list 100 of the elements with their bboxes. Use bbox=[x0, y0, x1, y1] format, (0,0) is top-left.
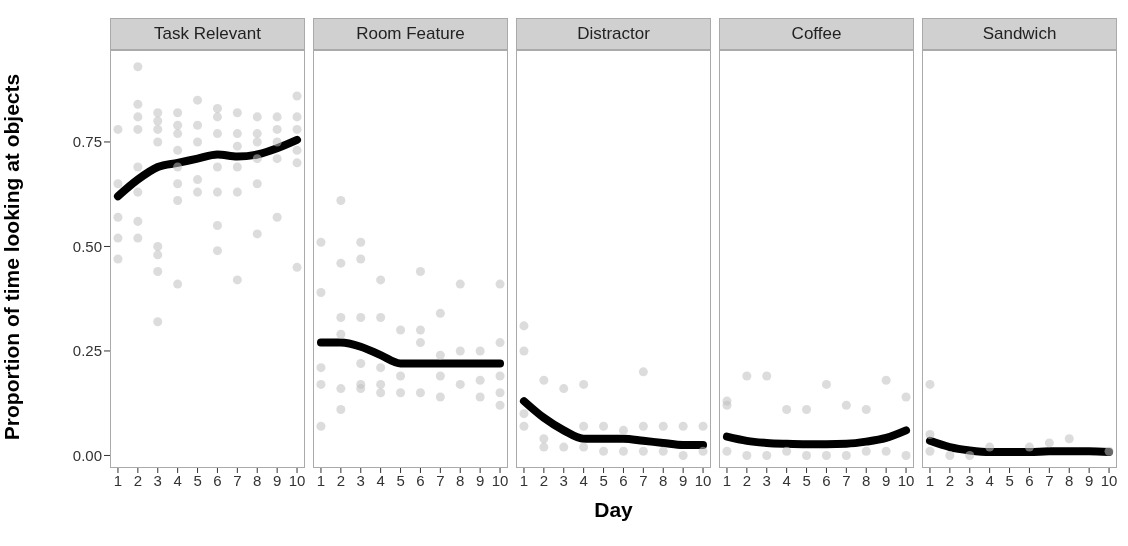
point bbox=[802, 450, 812, 460]
point bbox=[722, 446, 732, 456]
point bbox=[495, 371, 505, 381]
point bbox=[742, 450, 752, 460]
point bbox=[396, 325, 406, 335]
point bbox=[881, 375, 891, 385]
x-tick-label: 6 bbox=[213, 471, 222, 489]
x-tick-label: 7 bbox=[436, 471, 445, 489]
point bbox=[415, 325, 425, 335]
x-tick-label: 6 bbox=[822, 471, 831, 489]
point bbox=[356, 254, 366, 264]
x-tick-label: 5 bbox=[193, 471, 202, 489]
x-tick-label: 3 bbox=[356, 471, 365, 489]
point bbox=[618, 446, 628, 456]
point bbox=[435, 308, 445, 318]
point bbox=[316, 363, 326, 373]
point bbox=[1104, 446, 1114, 456]
point bbox=[455, 279, 465, 289]
point bbox=[415, 388, 425, 398]
point bbox=[376, 379, 386, 389]
point bbox=[519, 346, 529, 356]
point bbox=[658, 446, 668, 456]
point bbox=[698, 446, 708, 456]
point bbox=[925, 379, 935, 389]
point bbox=[475, 392, 485, 402]
point bbox=[821, 450, 831, 460]
point bbox=[861, 446, 871, 456]
point bbox=[356, 358, 366, 369]
point bbox=[762, 450, 772, 460]
point bbox=[336, 313, 346, 323]
x-tick-label: 4 bbox=[376, 471, 385, 489]
point bbox=[945, 450, 955, 460]
point bbox=[435, 371, 445, 381]
point bbox=[356, 313, 366, 323]
x-tick-label: 2 bbox=[945, 471, 955, 489]
point bbox=[519, 421, 529, 431]
point bbox=[782, 446, 792, 456]
point bbox=[376, 388, 386, 398]
point bbox=[802, 404, 812, 414]
point bbox=[376, 313, 386, 323]
x-tick-label: 3 bbox=[559, 471, 568, 489]
point bbox=[638, 421, 648, 431]
x-tick-label: 5 bbox=[396, 471, 405, 489]
point bbox=[841, 400, 851, 410]
point bbox=[336, 384, 346, 394]
point bbox=[376, 363, 386, 373]
x-tick-label: 4 bbox=[173, 471, 182, 489]
point bbox=[519, 321, 529, 331]
point bbox=[559, 442, 569, 452]
point bbox=[579, 379, 589, 389]
x-tick-label: 5 bbox=[1005, 471, 1014, 489]
point bbox=[1064, 434, 1074, 444]
point bbox=[579, 421, 589, 431]
point bbox=[901, 450, 911, 460]
x-tick-label: 3 bbox=[965, 471, 974, 489]
x-tick-label: 4 bbox=[985, 471, 994, 489]
point bbox=[475, 346, 485, 356]
point bbox=[316, 287, 326, 297]
point bbox=[495, 388, 505, 398]
x-tick-label: 2 bbox=[133, 471, 143, 489]
x-tick-label: 10 bbox=[1100, 471, 1118, 489]
x-tick-label: 9 bbox=[881, 471, 891, 489]
point bbox=[396, 388, 406, 398]
y-axis-title: Proportion of time looking at objects bbox=[0, 73, 24, 441]
point bbox=[901, 392, 911, 402]
point bbox=[336, 195, 346, 205]
point bbox=[861, 404, 871, 414]
x-tick-label: 8 bbox=[659, 471, 668, 489]
x-tick-label: 7 bbox=[1045, 471, 1054, 489]
chart-title: Task Relevant bbox=[110, 18, 305, 50]
point bbox=[559, 384, 569, 394]
point bbox=[638, 446, 648, 456]
point bbox=[495, 400, 505, 410]
point bbox=[678, 450, 688, 460]
point bbox=[841, 450, 851, 460]
point bbox=[1044, 438, 1054, 448]
x-tick-label: 7 bbox=[842, 471, 851, 489]
point bbox=[316, 379, 326, 389]
x-tick-label: 10 bbox=[694, 471, 712, 489]
x-tick-label: 9 bbox=[272, 471, 282, 489]
x-tick-label: 8 bbox=[862, 471, 871, 489]
chart-title: Coffee bbox=[719, 18, 914, 50]
y-tick-label: 0.00 bbox=[72, 446, 102, 464]
x-tick-label: 2 bbox=[336, 471, 346, 489]
y-tick-label: 0.25 bbox=[72, 342, 102, 360]
x-tick-label: 4 bbox=[782, 471, 791, 489]
point bbox=[539, 442, 549, 452]
x-tick-label: 10 bbox=[491, 471, 509, 489]
x-tick-label: 1 bbox=[519, 471, 529, 489]
point bbox=[985, 442, 995, 452]
x-tick-label: 9 bbox=[678, 471, 688, 489]
point bbox=[821, 379, 831, 389]
y-tick-label: 0.50 bbox=[72, 237, 102, 255]
point bbox=[356, 384, 366, 394]
x-tick-label: 7 bbox=[233, 471, 242, 489]
x-tick-label: 8 bbox=[456, 471, 465, 489]
x-tick-label: 7 bbox=[639, 471, 648, 489]
point bbox=[762, 371, 772, 381]
point bbox=[356, 237, 366, 247]
point bbox=[336, 258, 346, 268]
